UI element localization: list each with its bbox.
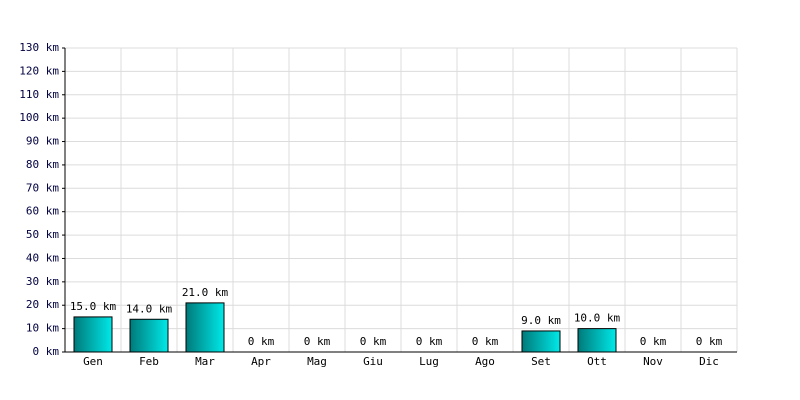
value-label: 9.0 km [521, 314, 561, 327]
x-tick-label: Set [531, 355, 551, 368]
y-tick-label: 100 km [19, 111, 59, 124]
bar [129, 318, 169, 353]
bar [73, 316, 113, 353]
x-tick-label: Nov [643, 355, 663, 368]
x-tick-label: Gen [83, 355, 103, 368]
y-tick-label: 120 km [19, 64, 59, 77]
value-label: 15.0 km [70, 300, 117, 313]
value-label: 14.0 km [126, 302, 173, 315]
y-tick-label: 20 km [26, 298, 59, 311]
y-tick-label: 50 km [26, 228, 59, 241]
x-tick-label: Giu [363, 355, 383, 368]
y-tick-label: 40 km [26, 251, 59, 264]
grid [65, 47, 738, 353]
bar [521, 330, 561, 353]
value-label: 0 km [304, 335, 331, 348]
value-label: 0 km [416, 335, 443, 348]
x-tick-label: Dic [699, 355, 719, 368]
value-label: 0 km [472, 335, 499, 348]
y-tick-label: 10 km [26, 322, 59, 335]
value-label: 0 km [248, 335, 275, 348]
value-label: 21.0 km [182, 286, 229, 299]
y-tick-label: 70 km [26, 181, 59, 194]
y-tick-label: 110 km [19, 88, 59, 101]
value-label: 10.0 km [574, 312, 621, 325]
bar [185, 302, 225, 353]
x-tick-label: Lug [419, 355, 439, 368]
x-tick-label: Ott [587, 355, 607, 368]
y-tick-label: 0 km [33, 345, 60, 358]
y-tick-label: 90 km [26, 135, 59, 148]
bar [577, 328, 617, 353]
x-tick-label: Ago [475, 355, 495, 368]
y-tick-label: 80 km [26, 158, 59, 171]
value-label: 0 km [360, 335, 387, 348]
value-label: 0 km [696, 335, 723, 348]
x-tick-label: Apr [251, 355, 271, 368]
value-label: 0 km [640, 335, 667, 348]
x-tick-label: Feb [139, 355, 159, 368]
x-tick-label: Mar [195, 355, 215, 368]
x-tick-label: Mag [307, 355, 327, 368]
y-tick-label: 60 km [26, 205, 59, 218]
y-tick-label: 30 km [26, 275, 59, 288]
y-tick-label: 130 km [19, 41, 59, 54]
